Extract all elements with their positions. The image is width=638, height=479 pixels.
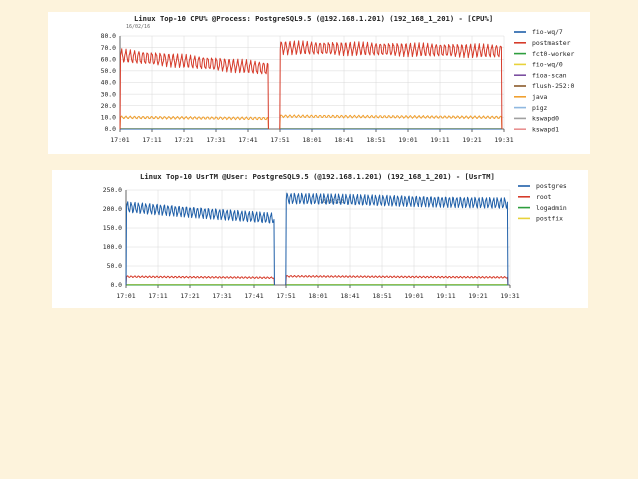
legend-label: kswapd1 xyxy=(532,125,559,133)
x-tick-label: 17:41 xyxy=(244,292,263,300)
x-tick-label: 17:01 xyxy=(110,136,129,144)
legend-label: fio-wq/0 xyxy=(532,61,563,69)
y-tick-label: 40.0 xyxy=(101,79,117,87)
usrtm-chart-panel: Linux Top-10 UsrTM @User: PostgreSQL9.5 … xyxy=(52,170,588,308)
x-tick-label: 18:41 xyxy=(334,136,353,144)
series-line-postmaster xyxy=(119,40,503,130)
y-tick-label: 150.0 xyxy=(103,224,122,232)
legend-label: logadmin xyxy=(536,204,567,212)
x-tick-label: 19:21 xyxy=(462,136,481,144)
x-tick-label: 19:21 xyxy=(468,292,487,300)
y-tick-label: 70.0 xyxy=(101,44,117,52)
x-tick-label: 17:21 xyxy=(180,292,199,300)
y-tick-label: 50.0 xyxy=(107,262,123,270)
legend-label: pigz xyxy=(532,104,548,112)
y-tick-label: 50.0 xyxy=(101,67,117,75)
usrtm-chart: Linux Top-10 UsrTM @User: PostgreSQL9.5 … xyxy=(103,172,567,300)
cpu-chart: Linux Top-10 CPU% @Process: PostgreSQL9.… xyxy=(101,14,575,144)
x-tick-label: 17:51 xyxy=(276,292,295,300)
x-tick-label: 18:51 xyxy=(366,136,385,144)
y-tick-label: 20.0 xyxy=(101,102,117,110)
x-tick-label: 17:01 xyxy=(116,292,135,300)
legend-label: fio-wq/7 xyxy=(532,28,563,36)
x-tick-label: 18:51 xyxy=(372,292,391,300)
legend-label: fioa-scan xyxy=(532,71,567,79)
x-tick-label: 17:51 xyxy=(270,136,289,144)
series-line-postgres xyxy=(125,192,509,286)
y-tick-label: 30.0 xyxy=(101,90,117,98)
x-tick-label: 18:41 xyxy=(340,292,359,300)
x-tick-label: 19:31 xyxy=(500,292,519,300)
x-tick-label: 17:11 xyxy=(142,136,161,144)
legend-label: fct0-worker xyxy=(532,50,574,58)
x-tick-label: 18:01 xyxy=(302,136,321,144)
date-label: 16/02/16 xyxy=(126,24,150,30)
y-tick-label: 200.0 xyxy=(103,205,122,213)
cpu-chart-panel: Linux Top-10 CPU% @Process: PostgreSQL9.… xyxy=(48,12,590,154)
x-tick-label: 18:01 xyxy=(308,292,327,300)
chart-title: Linux Top-10 UsrTM @User: PostgreSQL9.5 … xyxy=(140,172,495,181)
date-label: 16/02/16 xyxy=(320,199,344,205)
y-tick-label: 60.0 xyxy=(101,55,117,63)
x-tick-label: 19:31 xyxy=(494,136,513,144)
x-tick-label: 19:01 xyxy=(404,292,423,300)
y-tick-label: 0.0 xyxy=(110,281,122,289)
legend-label: postfix xyxy=(536,215,563,223)
legend-label: root xyxy=(536,193,552,201)
x-tick-label: 17:41 xyxy=(238,136,257,144)
x-tick-label: 17:31 xyxy=(206,136,225,144)
legend-label: flush-252:0 xyxy=(532,82,574,90)
legend-label: java xyxy=(532,93,548,101)
x-tick-label: 17:31 xyxy=(212,292,231,300)
x-tick-label: 17:11 xyxy=(148,292,167,300)
legend-label: postmaster xyxy=(532,39,571,47)
x-tick-label: 19:11 xyxy=(430,136,449,144)
y-tick-label: 0.0 xyxy=(104,125,116,133)
y-tick-label: 80.0 xyxy=(101,32,117,40)
series-line-root xyxy=(125,274,509,286)
x-tick-label: 17:21 xyxy=(174,136,193,144)
x-tick-label: 19:11 xyxy=(436,292,455,300)
series-line-java xyxy=(119,114,503,130)
legend-label: kswapd0 xyxy=(532,115,559,123)
y-tick-label: 100.0 xyxy=(103,243,122,251)
chart-title: Linux Top-10 CPU% @Process: PostgreSQL9.… xyxy=(134,14,493,23)
y-tick-label: 250.0 xyxy=(103,186,122,194)
legend-label: postgres xyxy=(536,182,567,190)
x-tick-label: 19:01 xyxy=(398,136,417,144)
y-tick-label: 10.0 xyxy=(101,114,117,122)
